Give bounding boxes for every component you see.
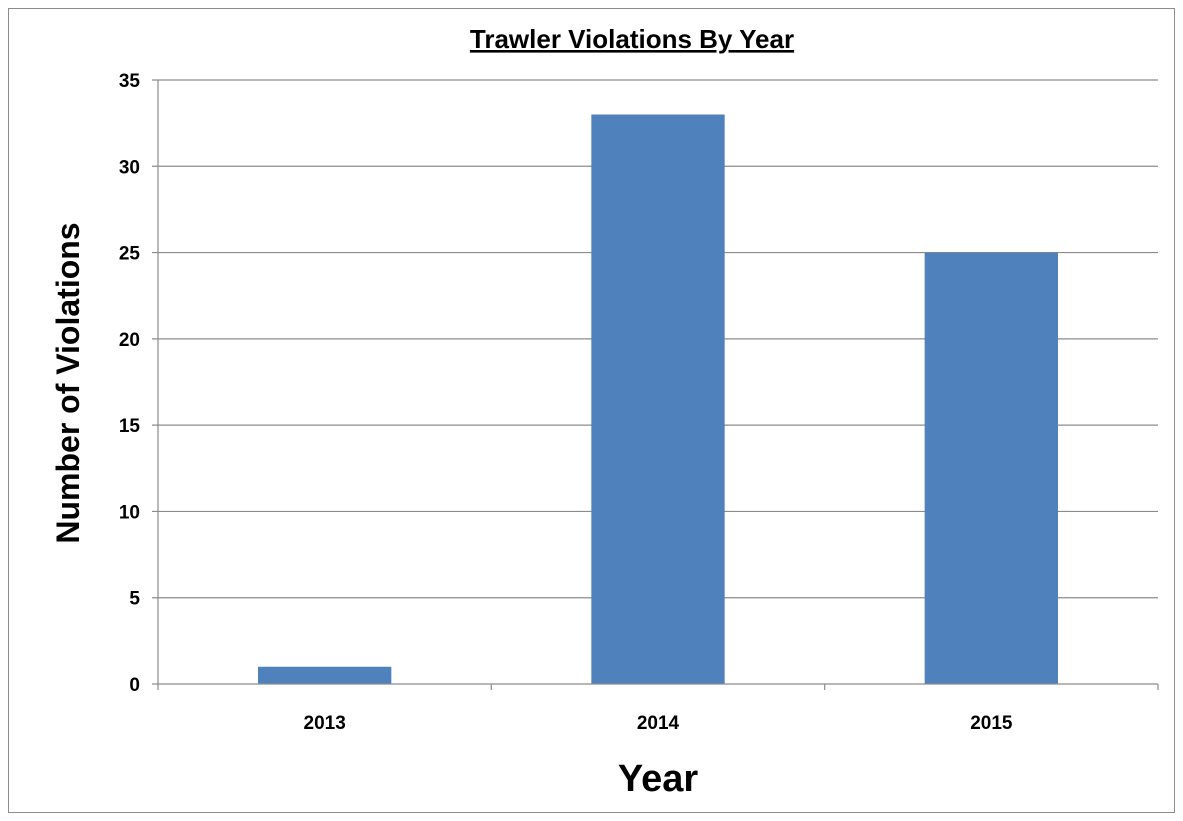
bar: [258, 666, 392, 684]
y-tick-label: 15: [119, 416, 141, 437]
axes: [157, 80, 1159, 690]
x-tick-labels: 2013 2014 2015: [304, 713, 1013, 734]
x-axis-label: Year: [618, 758, 699, 800]
bar: [924, 252, 1058, 685]
y-tick-label: 20: [119, 330, 140, 351]
bars: [258, 114, 1058, 685]
bar: [591, 114, 725, 684]
y-tick-label: 5: [129, 589, 140, 610]
chart-title: Trawler Violations By Year: [470, 24, 794, 54]
y-axis-label: Number of Violations: [50, 222, 86, 543]
y-tick-label: 0: [129, 675, 140, 696]
x-tick-label: 2015: [970, 713, 1013, 734]
y-tick-label: 35: [119, 71, 141, 92]
y-tick-label: 25: [119, 244, 141, 265]
x-tick-label: 2014: [637, 713, 680, 734]
y-tick-label: 10: [119, 502, 140, 523]
x-tick-label: 2013: [304, 713, 346, 734]
y-tick-labels: 0 5 10 15 20 25 30 35: [119, 71, 141, 696]
y-tick-label: 30: [119, 157, 140, 178]
